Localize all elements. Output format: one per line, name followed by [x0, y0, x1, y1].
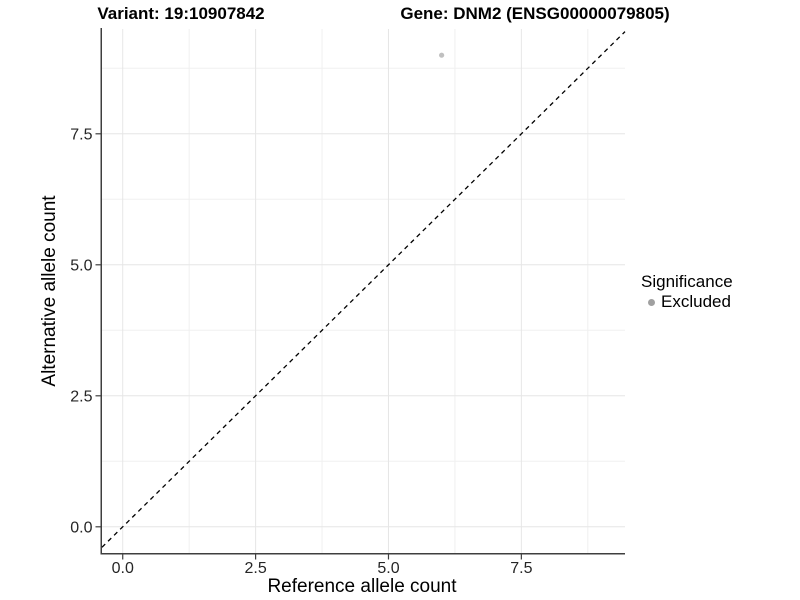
- y-tick-label: 5.0: [70, 257, 92, 274]
- legend-title: Significance: [641, 272, 733, 291]
- plot-title-gene: Gene: DNM2 (ENSG00000079805): [400, 4, 670, 23]
- data-point: [439, 52, 445, 58]
- x-tick-label: 0.0: [112, 560, 134, 577]
- plot-title-variant: Variant: 19:10907842: [97, 4, 265, 23]
- y-axis-title: Alternative allele count: [39, 195, 60, 387]
- legend-item-excluded: Excluded: [641, 292, 733, 311]
- x-tick-label: 5.0: [377, 560, 399, 577]
- y-tick-label: 2.5: [70, 388, 92, 405]
- legend: Significance Excluded: [641, 272, 733, 311]
- x-tick-label: 2.5: [244, 560, 266, 577]
- x-axis-title: Reference allele count: [267, 576, 457, 597]
- legend-point-icon: [648, 298, 655, 306]
- x-tick-label: 7.5: [510, 560, 532, 577]
- legend-item-label: Excluded: [661, 292, 731, 311]
- y-tick-label: 7.5: [70, 126, 92, 143]
- identity-line: [101, 31, 626, 548]
- y-tick-label: 0.0: [70, 519, 92, 536]
